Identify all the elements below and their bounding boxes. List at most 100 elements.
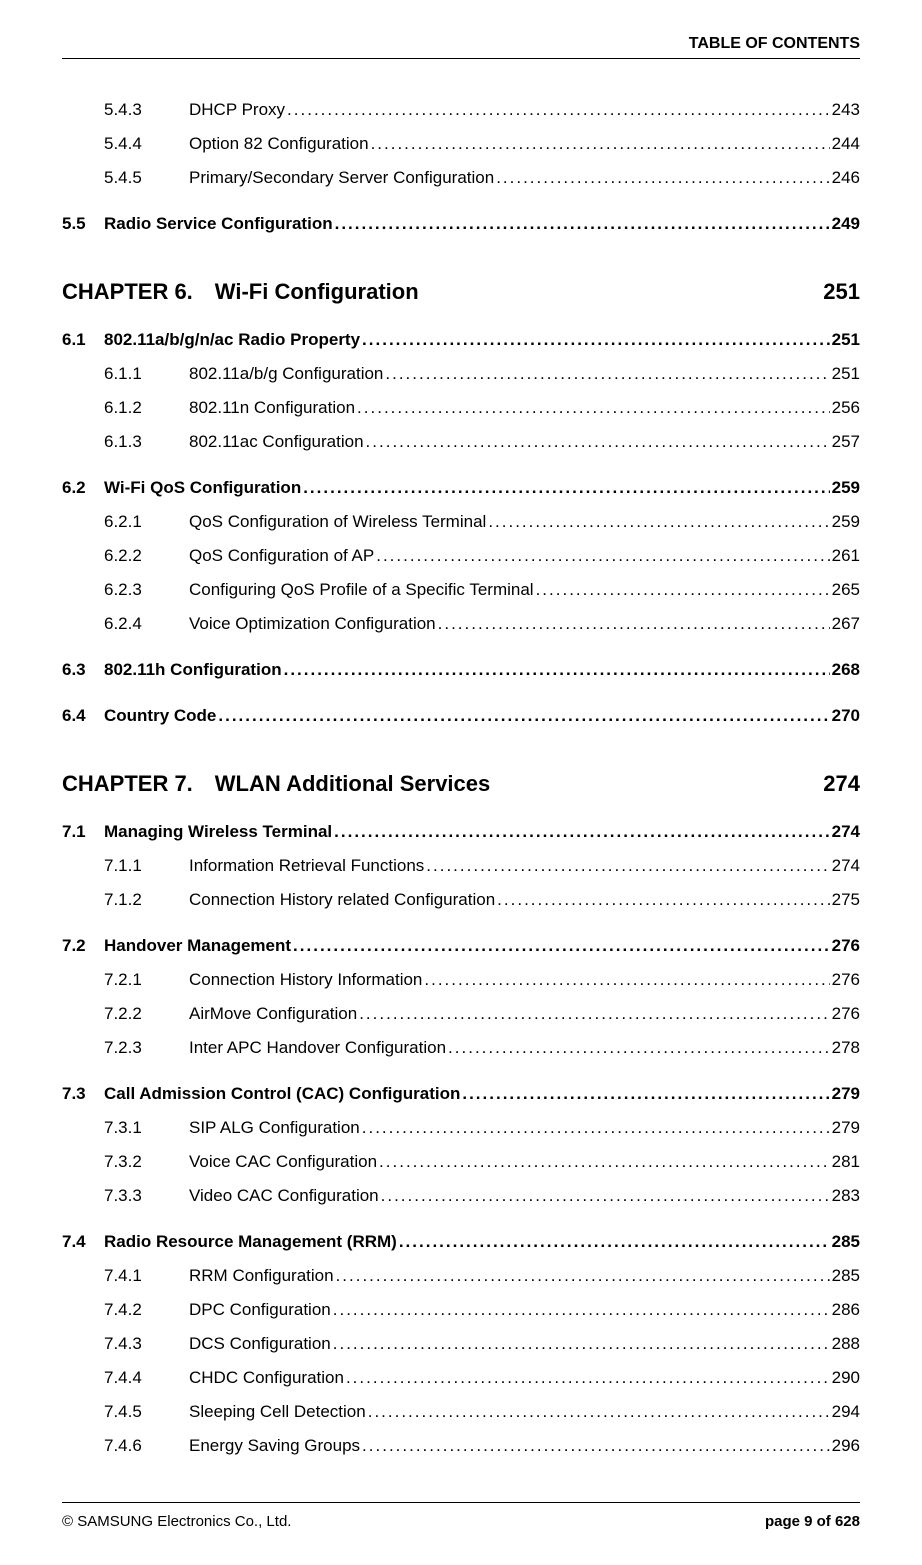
toc-entry-page: 290 <box>832 1368 860 1388</box>
toc-leader-dots: ........................................… <box>438 614 830 634</box>
toc-leader-dots: ........................................… <box>333 1300 830 1320</box>
toc-entry-page: 276 <box>832 936 860 956</box>
toc-entry-page: 251 <box>832 330 860 350</box>
toc-entry-title: Radio Resource Management (RRM) <box>104 1232 397 1252</box>
toc-entry-title: 802.11n Configuration <box>189 398 355 418</box>
toc-entry-page: 251 <box>832 364 860 384</box>
toc-entry: 5.4.4Option 82 Configuration............… <box>62 134 860 154</box>
toc-entry: 7.1Managing Wireless Terminal...........… <box>62 822 860 842</box>
toc-entry-page: 261 <box>832 546 860 566</box>
toc-entry-title: Primary/Secondary Server Configuration <box>189 168 494 188</box>
toc-entry: 6.2.2QoS Configuration of AP............… <box>62 546 860 566</box>
toc-entry-number: 6.2 <box>62 478 104 498</box>
toc-chapter-page: 274 <box>823 771 860 797</box>
toc-entry-number: 6.3 <box>62 660 104 680</box>
toc-entry-page: 279 <box>832 1118 860 1138</box>
toc-leader-dots: ........................................… <box>335 214 830 234</box>
toc-entry: 6.3802.11h Configuration................… <box>62 660 860 680</box>
toc-entry-number: 6.4 <box>62 706 104 726</box>
toc-leader-dots: ........................................… <box>371 134 830 154</box>
toc-entry-number: 7.2.3 <box>104 1038 189 1058</box>
toc-entry-page: 265 <box>832 580 860 600</box>
toc-entry-title: AirMove Configuration <box>189 1004 357 1024</box>
toc-entry-title: DHCP Proxy <box>189 100 285 120</box>
toc-entry: 7.2.2AirMove Configuration..............… <box>62 1004 860 1024</box>
toc-entry: 6.1802.11a/b/g/n/ac Radio Property......… <box>62 330 860 350</box>
toc-entry-title: QoS Configuration of Wireless Terminal <box>189 512 486 532</box>
toc-entry-page: 274 <box>832 822 860 842</box>
toc-entry-title: QoS Configuration of AP <box>189 546 374 566</box>
toc-entry-number: 6.2.1 <box>104 512 189 532</box>
toc-entry: 6.2.4Voice Optimization Configuration...… <box>62 614 860 634</box>
toc-entry-page: 246 <box>832 168 860 188</box>
toc-entry-page: 279 <box>832 1084 860 1104</box>
toc-leader-dots: ........................................… <box>336 1266 830 1286</box>
toc-leader-dots: ........................................… <box>366 432 830 452</box>
toc-entry-page: 275 <box>832 890 860 910</box>
toc-entry-title: 802.11ac Configuration <box>189 432 364 452</box>
toc-entry-number: 6.1.2 <box>104 398 189 418</box>
toc-entry-title: Connection History related Configuration <box>189 890 495 910</box>
toc-entry: 7.4.3DCS Configuration..................… <box>62 1334 860 1354</box>
toc-entry-number: 7.2.2 <box>104 1004 189 1024</box>
toc-entry: 7.4.6Energy Saving Groups...............… <box>62 1436 860 1456</box>
toc-entry: 6.2Wi-Fi QoS Configuration..............… <box>62 478 860 498</box>
toc-entry-title: Radio Service Configuration <box>104 214 333 234</box>
toc-entry-title: Configuring QoS Profile of a Specific Te… <box>189 580 534 600</box>
toc-entry: 7.3.2Voice CAC Configuration............… <box>62 1152 860 1172</box>
toc-entry-number: 5.4.5 <box>104 168 189 188</box>
toc-entry-page: 270 <box>832 706 860 726</box>
toc-leader-dots: ........................................… <box>362 1118 830 1138</box>
toc-entry-number: 7.3 <box>62 1084 104 1104</box>
toc-leader-dots: ........................................… <box>303 478 829 498</box>
toc-leader-dots: ........................................… <box>426 856 829 876</box>
toc-entry-page: 294 <box>832 1402 860 1422</box>
toc-chapter-title: CHAPTER 7. WLAN Additional Services <box>62 771 490 797</box>
toc-entry-number: 6.2.3 <box>104 580 189 600</box>
toc-entry: 7.4Radio Resource Management (RRM)......… <box>62 1232 860 1252</box>
toc-leader-dots: ........................................… <box>448 1038 830 1058</box>
toc-entry-page: 249 <box>832 214 860 234</box>
toc-entry: 7.2.1Connection History Information.....… <box>62 970 860 990</box>
toc-leader-dots: ........................................… <box>346 1368 830 1388</box>
toc-leader-dots: ........................................… <box>359 1004 829 1024</box>
toc-leader-dots: ........................................… <box>497 890 829 910</box>
toc-entry-title: Information Retrieval Functions <box>189 856 424 876</box>
toc-entry-page: 276 <box>832 970 860 990</box>
toc-entry-page: 286 <box>832 1300 860 1320</box>
toc-entry-page: 281 <box>832 1152 860 1172</box>
toc-entry: 7.4.4CHDC Configuration.................… <box>62 1368 860 1388</box>
toc-entry: 7.2.3Inter APC Handover Configuration...… <box>62 1038 860 1058</box>
toc-entry-number: 7.2.1 <box>104 970 189 990</box>
toc-entry-page: 285 <box>832 1266 860 1286</box>
toc-leader-dots: ........................................… <box>379 1152 830 1172</box>
toc-entry: 5.4.3DHCP Proxy.........................… <box>62 100 860 120</box>
toc-leader-dots: ........................................… <box>496 168 829 188</box>
toc-entry-page: 256 <box>832 398 860 418</box>
toc-entry-number: 7.1.1 <box>104 856 189 876</box>
toc-leader-dots: ........................................… <box>381 1186 830 1206</box>
toc-entry-page: 259 <box>832 478 860 498</box>
toc-entry-title: CHDC Configuration <box>189 1368 344 1388</box>
toc-leader-dots: ........................................… <box>385 364 829 384</box>
toc-entry-title: Inter APC Handover Configuration <box>189 1038 446 1058</box>
toc-leader-dots: ........................................… <box>293 936 830 956</box>
toc-entry-page: 296 <box>832 1436 860 1456</box>
toc-entry: 6.4Country Code.........................… <box>62 706 860 726</box>
toc-entry: 6.2.3Configuring QoS Profile of a Specif… <box>62 580 860 600</box>
toc-entry-title: 802.11a/b/g/n/ac Radio Property <box>104 330 360 350</box>
toc-entry: 7.3.1SIP ALG Configuration..............… <box>62 1118 860 1138</box>
toc-entry-title: Sleeping Cell Detection <box>189 1402 366 1422</box>
toc-entry-number: 6.2.4 <box>104 614 189 634</box>
toc-entry-number: 5.5 <box>62 214 104 234</box>
toc-entry-page: 268 <box>832 660 860 680</box>
toc-leader-dots: ........................................… <box>333 1334 830 1354</box>
toc-entry-number: 7.3.3 <box>104 1186 189 1206</box>
toc-entry-number: 7.4.2 <box>104 1300 189 1320</box>
toc-entry: 7.1.2Connection History related Configur… <box>62 890 860 910</box>
toc-chapter-page: 251 <box>823 279 860 305</box>
toc-entry-number: 5.4.3 <box>104 100 189 120</box>
toc-entry-page: 288 <box>832 1334 860 1354</box>
toc-entry-title: Connection History Information <box>189 970 422 990</box>
header-rule <box>62 58 860 59</box>
